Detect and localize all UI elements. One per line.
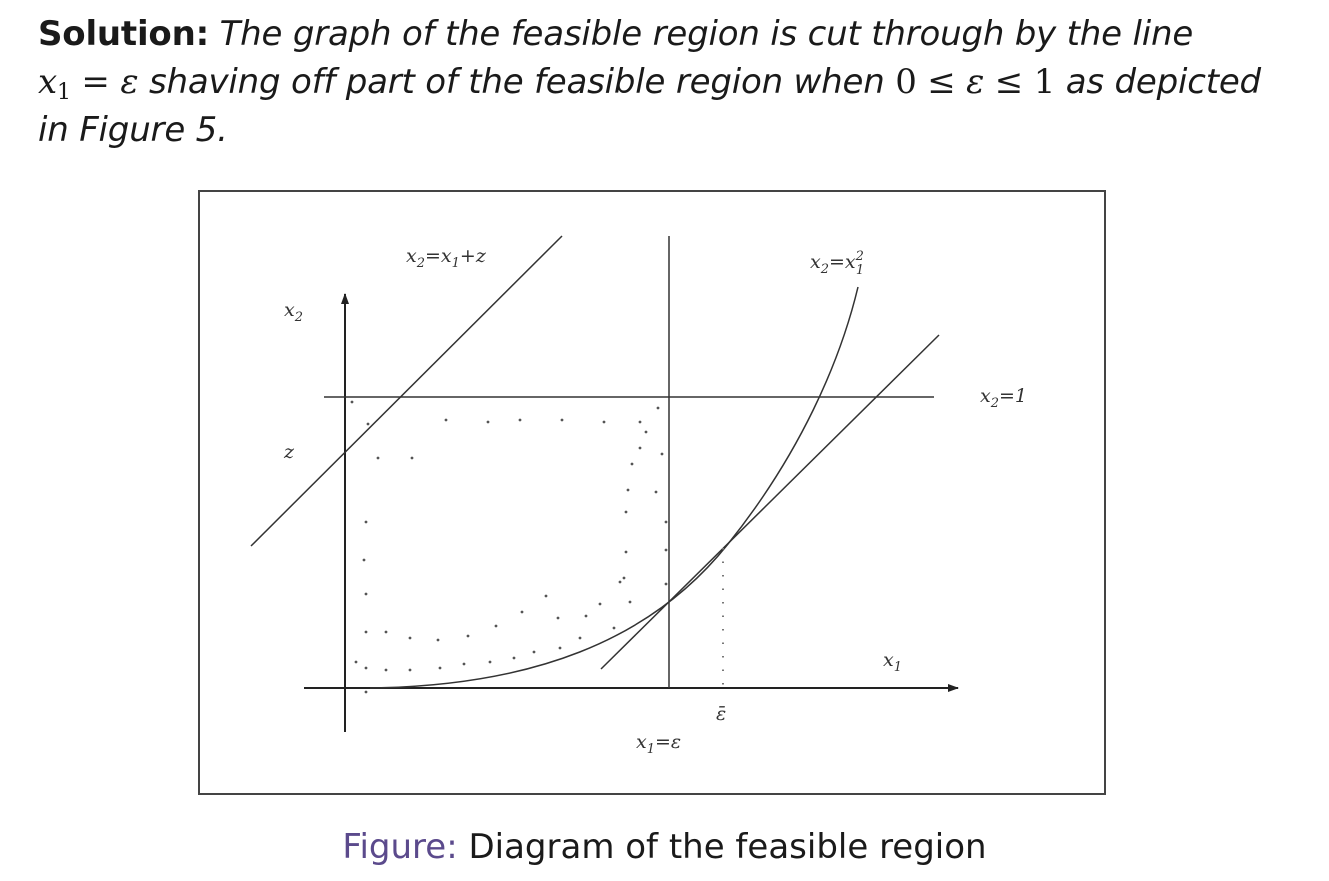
region-dot (602, 420, 606, 424)
feasible-region-dots (350, 400, 668, 694)
region-dot (624, 510, 628, 514)
region-dot (438, 666, 442, 670)
caption-label: Figure: (342, 827, 458, 867)
math-inequality-left: 0 ≤ (895, 62, 967, 102)
z-label: z (283, 441, 295, 463)
solution-text: Solution: The graph of the feasible regi… (38, 10, 1308, 154)
region-dot (638, 420, 642, 424)
region-dot (364, 666, 368, 670)
region-dot (544, 594, 548, 598)
region-dot (628, 600, 632, 604)
tangent-line (600, 334, 940, 670)
vertical-line-label: x1=ε (636, 731, 681, 757)
region-dot (556, 616, 560, 620)
region-dot (532, 650, 536, 654)
region-dot (436, 638, 440, 642)
solution-text-part2: shaving off part of the feasible region … (138, 62, 896, 102)
region-dot (512, 656, 516, 660)
math-epsilon: ε (120, 62, 139, 102)
solution-text-part1: The graph of the feasible region is cut … (208, 14, 1194, 54)
region-dot (656, 406, 660, 410)
line-x2-x1-plus-z (250, 235, 563, 547)
region-dot (644, 430, 648, 434)
region-dot (518, 418, 522, 422)
math-epsilon-2: ε (966, 62, 985, 102)
region-dot (598, 602, 602, 606)
x2-axis-label: x2 (284, 299, 303, 325)
region-dot (622, 576, 626, 580)
region-dot (494, 624, 498, 628)
region-dot (410, 456, 414, 460)
region-dot (618, 580, 622, 584)
region-dot (364, 630, 368, 634)
region-dot (354, 660, 358, 664)
region-dot (376, 456, 380, 460)
parabola-label: x2=x2 1 (810, 249, 864, 278)
line-x2-x1-plus-z-label: x2=x1+z (406, 245, 487, 271)
region-dot (486, 420, 490, 424)
region-dot (362, 558, 366, 562)
region-dot (660, 452, 664, 456)
region-dot (558, 646, 562, 650)
region-dot (520, 610, 524, 614)
region-dot (408, 668, 412, 672)
region-dot (384, 630, 388, 634)
region-dot (654, 490, 658, 494)
region-dot (408, 636, 412, 640)
region-dot (624, 550, 628, 554)
region-dot (364, 592, 368, 596)
math-inequality-right: ≤ 1 (984, 62, 1056, 102)
region-dot (560, 418, 564, 422)
region-dot (664, 548, 668, 552)
caption-text: Diagram of the feasible region (457, 827, 987, 867)
region-dot (612, 626, 616, 630)
region-dot (638, 446, 642, 450)
figure-frame: x2 z x2=x1+z x2=x2 1 x2=1 x1 ε̄ x1=ε (198, 190, 1106, 795)
region-dot (584, 614, 588, 618)
region-dot (630, 462, 634, 466)
math-equals: = (70, 62, 121, 102)
region-dot (364, 690, 368, 694)
region-dot (664, 582, 668, 586)
region-dot (350, 400, 354, 404)
parabola-x2-x1-squared (369, 286, 859, 689)
region-dot (626, 488, 630, 492)
region-dot (664, 520, 668, 524)
solution-text-part3: as depicted (1055, 62, 1261, 102)
region-dot (384, 668, 388, 672)
region-dot (466, 634, 470, 638)
horizontal-line-label: x2=1 (980, 385, 1027, 411)
solution-text-part4: in Figure 5. (38, 110, 228, 150)
solution-lead: Solution: (38, 14, 209, 54)
eps-bar-label: ε̄ (716, 703, 726, 725)
region-dot (578, 636, 582, 640)
region-dot (444, 418, 448, 422)
math-sub-1: 1 (56, 80, 71, 105)
region-dot (488, 660, 492, 664)
region-dot (364, 520, 368, 524)
figure-caption: Figure: Diagram of the feasible region (0, 824, 1329, 870)
x1-axis-label: x1 (883, 649, 902, 675)
region-dot (462, 662, 466, 666)
region-dot (366, 422, 370, 426)
feasible-region-diagram: x2 z x2=x1+z x2=x2 1 x2=1 x1 ε̄ x1=ε (250, 235, 1027, 757)
math-x: x (38, 62, 57, 102)
